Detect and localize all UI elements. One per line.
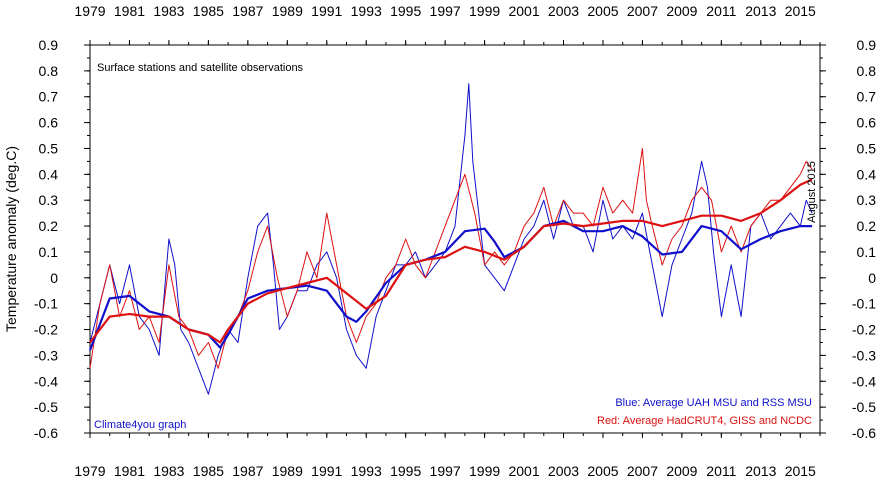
- x-tick-label-top: 1985: [193, 3, 224, 19]
- x-tick-label-bottom: 1983: [153, 463, 184, 479]
- x-tick-label-bottom: 2003: [548, 463, 579, 479]
- x-tick-label-top: 2013: [745, 3, 776, 19]
- x-tick-label-top: 1981: [114, 3, 145, 19]
- blue-series-label: Blue: Average UAH MSU and RSS MSU: [615, 397, 812, 409]
- y-tick-label-left: -0.1: [34, 296, 58, 312]
- x-tick-label-bottom: 1987: [232, 463, 263, 479]
- x-tick-label-top: 2005: [587, 3, 618, 19]
- x-tick-label-bottom: 1979: [74, 463, 105, 479]
- y-tick-label-left: 0.5: [39, 140, 59, 156]
- y-tick-label-right: 0.5: [857, 140, 877, 156]
- x-tick-label-top: 1991: [311, 3, 342, 19]
- y-tick-label-right: 0.2: [857, 218, 877, 234]
- y-tick-label-left: 0.2: [39, 218, 59, 234]
- y-tick-label-left: 0: [50, 270, 58, 286]
- x-tick-label-bottom: 1991: [311, 463, 342, 479]
- x-tick-label-bottom: 1985: [193, 463, 224, 479]
- y-axis-title: Temperature anomaly (deg.C): [3, 146, 19, 332]
- x-tick-label-bottom: 2013: [745, 463, 776, 479]
- y-tick-label-right: -0.1: [852, 296, 876, 312]
- y-tick-label-right: -0.4: [852, 373, 876, 389]
- y-tick-label-right: -0.2: [852, 322, 876, 338]
- chart-title: Surface stations and satellite observati…: [97, 62, 304, 74]
- x-tick-label-bottom: 2007: [627, 463, 658, 479]
- x-tick-label-bottom: 1993: [351, 463, 382, 479]
- series-line-satellite-monthly: [89, 83, 813, 395]
- x-tick-label-bottom: 2009: [666, 463, 697, 479]
- x-tick-label-top: 2001: [508, 3, 539, 19]
- x-tick-label-top: 1983: [153, 3, 184, 19]
- y-tick-label-left: 0.4: [39, 166, 59, 182]
- x-tick-label-top: 1993: [351, 3, 382, 19]
- y-tick-label-right: 0.6: [857, 115, 877, 131]
- x-tick-label-top: 2009: [666, 3, 697, 19]
- x-tick-label-top: 1989: [272, 3, 303, 19]
- x-axis-bottom: 1979 1981 1983 1985 1987 1989 1991 1993 1995 1997…: [74, 433, 821, 479]
- red-series-label: Red: Average HadCRUT4, GISS and NCDC: [597, 415, 812, 427]
- x-tick-label-top: 1999: [469, 3, 500, 19]
- y-tick-label-left: -0.6: [34, 425, 58, 441]
- series-line-surface-running-mean: [89, 178, 813, 344]
- y-tick-label-right: -0.5: [852, 399, 876, 415]
- y-tick-label-left: 0.8: [39, 63, 59, 79]
- y-tick-label-left: -0.4: [34, 373, 58, 389]
- x-tick-label-bottom: 1997: [430, 463, 461, 479]
- y-axis-right: -0.6 -0.5 -0.4 -0.3 -0.2 -0.1 0 0.1 0.2 0.3 0.4 0.5…: [820, 37, 876, 441]
- series-line-surface-monthly: [89, 148, 813, 369]
- series-layer: [88, 83, 813, 395]
- x-tick-label-top: 1997: [430, 3, 461, 19]
- y-tick-label-right: -0.3: [852, 347, 876, 363]
- y-tick-label-right: 0.3: [857, 192, 877, 208]
- x-tick-label-bottom: 2011: [706, 463, 736, 479]
- y-tick-label-left: 0.6: [39, 115, 59, 131]
- x-tick-label-bottom: 2005: [587, 463, 618, 479]
- y-tick-label-left: 0.7: [39, 89, 59, 105]
- y-tick-label-right: 0.8: [857, 63, 877, 79]
- y-tick-label-right: 0.4: [857, 166, 877, 182]
- x-tick-label-top: 2015: [785, 3, 816, 19]
- x-tick-label-top: 2011: [706, 3, 736, 19]
- x-tick-label-top: 1987: [232, 3, 263, 19]
- x-tick-label-bottom: 2015: [785, 463, 816, 479]
- y-tick-label-right: 0.7: [857, 89, 877, 105]
- y-tick-label-left: -0.5: [34, 399, 58, 415]
- date-label: August 2015: [806, 161, 818, 223]
- y-axis-left: -0.6 -0.5 -0.4 -0.3 -0.2 -0.1 0 0.1 0.2 0.3 0.4 0.5…: [34, 37, 90, 441]
- series-line-satellite-running-mean: [88, 219, 813, 351]
- x-tick-label-top: 1979: [74, 3, 105, 19]
- x-axis-top: 1979 1981 1983 1985 1987 1989 1991 1993 1995 1997…: [74, 3, 821, 45]
- x-tick-label-bottom: 2001: [508, 463, 539, 479]
- y-tick-label-left: -0.3: [34, 347, 58, 363]
- y-tick-label-right: 0.9: [857, 37, 877, 53]
- credit-label: Climate4you graph: [94, 419, 186, 431]
- y-tick-label-left: -0.2: [34, 322, 58, 338]
- x-tick-label-top: 1995: [390, 3, 421, 19]
- x-tick-label-bottom: 1995: [390, 463, 421, 479]
- x-tick-label-top: 2003: [548, 3, 579, 19]
- y-tick-label-right: -0.6: [852, 425, 876, 441]
- x-tick-label-bottom: 1981: [114, 463, 145, 479]
- x-tick-label-bottom: 1989: [272, 463, 303, 479]
- y-tick-label-left: 0.1: [39, 244, 59, 260]
- y-tick-label-right: 0.1: [857, 244, 877, 260]
- y-tick-label-left: 0.3: [39, 192, 59, 208]
- y-tick-label-left: 0.9: [39, 37, 59, 53]
- x-tick-label-top: 2007: [627, 3, 658, 19]
- y-tick-label-right: 0: [868, 270, 876, 286]
- plot-frame: [89, 44, 821, 434]
- x-tick-label-bottom: 1999: [469, 463, 500, 479]
